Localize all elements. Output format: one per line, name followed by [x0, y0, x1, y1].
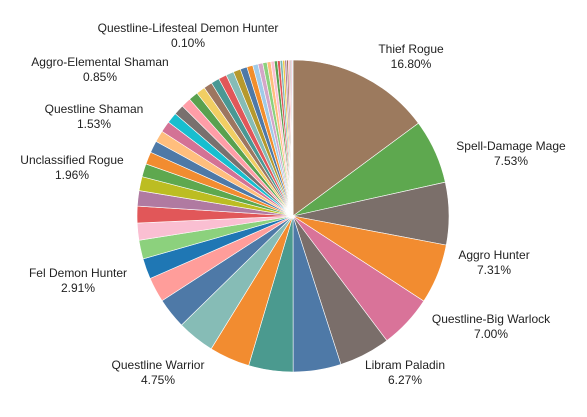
- pie-slice-thief-rogue: [292, 59, 419, 217]
- slice-label-questline-big-warlock: Questline-Big Warlock: [432, 312, 551, 326]
- slice-value-label-questline-lifesteal-demon-hunter: 0.10%: [171, 36, 205, 50]
- slice-value-label-questline-big-warlock: 7.00%: [474, 327, 508, 341]
- slice-label-libram-paladin: Libram Paladin: [365, 358, 445, 372]
- slice-label-aggro-hunter: Aggro Hunter: [458, 248, 529, 262]
- slice-value-label-aggro-hunter: 7.31%: [477, 263, 511, 277]
- slice-label-fel-demon-hunter: Fel Demon Hunter: [29, 266, 127, 280]
- slice-label-unclassified-rogue: Unclassified Rogue: [20, 153, 124, 167]
- pie-slices: [136, 59, 450, 373]
- slice-label-questline-lifesteal-demon-hunter: Questline-Lifesteal Demon Hunter: [98, 21, 279, 35]
- slice-value-label-thief-rogue: 16.80%: [391, 57, 432, 71]
- slice-label-thief-rogue: Thief Rogue: [378, 42, 444, 56]
- slice-value-label-fel-demon-hunter: 2.91%: [61, 281, 95, 295]
- slice-value-label-aggro-elemental-shaman: 0.85%: [83, 70, 117, 84]
- slice-label-aggro-elemental-shaman: Aggro-Elemental Shaman: [31, 55, 168, 69]
- pie-slice-questline-lifesteal-demon-hunter: [291, 59, 294, 217]
- slice-value-label-questline-shaman: 1.53%: [77, 117, 111, 131]
- slice-label-questline-shaman: Questline Shaman: [45, 102, 144, 116]
- slice-value-label-libram-paladin: 6.27%: [388, 373, 422, 387]
- slice-value-label-questline-warrior: 4.75%: [141, 373, 175, 387]
- slice-label-questline-warrior: Questline Warrior: [112, 358, 205, 372]
- slice-value-label-spell-damage-mage: 7.53%: [494, 154, 528, 168]
- slice-value-label-unclassified-rogue: 1.96%: [55, 168, 89, 182]
- slice-label-spell-damage-mage: Spell-Damage Mage: [456, 139, 566, 153]
